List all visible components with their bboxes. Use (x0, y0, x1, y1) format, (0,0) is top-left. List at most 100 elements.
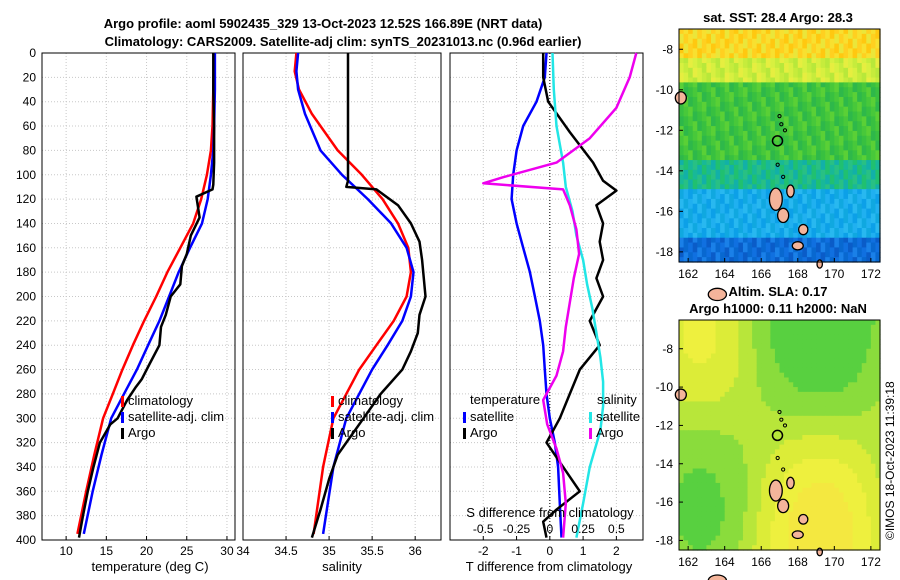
map-cell (756, 252, 762, 258)
s-tick-label: -0.5 (473, 522, 494, 536)
map-cell (683, 232, 689, 239)
map-cell (834, 387, 840, 393)
map-cell (843, 33, 849, 40)
map-cell (738, 492, 744, 498)
map-cell (788, 218, 794, 224)
map-cell (706, 535, 712, 542)
map-cell (843, 237, 849, 244)
map-cell (688, 77, 694, 83)
map-cell (866, 367, 872, 374)
map-cell (710, 329, 717, 335)
map-cell (701, 526, 708, 532)
map-cell (733, 478, 739, 484)
map-cell (738, 29, 744, 35)
map-cell (710, 242, 717, 249)
map-cell (852, 38, 858, 45)
map-cell (692, 223, 698, 229)
map-cell (720, 62, 726, 69)
map-cell (829, 174, 835, 181)
map-cell (820, 329, 826, 335)
map-cell (701, 53, 708, 59)
map-cell (843, 473, 849, 479)
map-cell (756, 218, 762, 224)
map-cell (706, 38, 712, 45)
map-cell (852, 516, 858, 522)
map-cell (811, 363, 817, 369)
map-cell (870, 506, 877, 513)
map-cell (779, 511, 785, 518)
map-cell (774, 348, 781, 355)
map-cell (742, 135, 749, 142)
map-cell (866, 237, 872, 244)
map-cell (875, 232, 881, 239)
map-cell (857, 53, 863, 59)
map-cell (806, 218, 813, 224)
map-cell (692, 343, 698, 350)
map-cell (770, 53, 776, 59)
map-cell (797, 478, 803, 484)
map-cell (715, 169, 721, 176)
map-cell (706, 521, 712, 527)
map-cell (715, 174, 721, 181)
map-cell (692, 33, 698, 40)
map-cell (848, 382, 854, 388)
map-cell (720, 130, 726, 137)
map-cell (770, 468, 776, 474)
map-cell (774, 77, 781, 83)
map-cell (784, 487, 790, 494)
map-cell (724, 382, 730, 388)
map-cell (793, 415, 799, 422)
map-cell (756, 458, 762, 465)
map-cell (802, 82, 808, 88)
map-cell (720, 126, 726, 132)
map-cell (747, 358, 753, 364)
map-cell (806, 324, 813, 331)
map-cell (720, 203, 726, 210)
map-cell (861, 223, 867, 229)
map-cell (829, 425, 835, 431)
map-cell (825, 257, 831, 263)
map-cell (756, 82, 762, 88)
map-cell (816, 343, 822, 350)
map-cell (747, 411, 753, 417)
map-cell (843, 411, 849, 417)
map-cell (811, 198, 817, 205)
map-cell (756, 401, 762, 407)
figure-title-line1: Argo profile: aoml 5902435_329 13-Oct-20… (104, 16, 543, 31)
map-cell (720, 101, 726, 108)
map-cell (738, 334, 744, 340)
map-cell (683, 478, 689, 484)
map-cell (866, 121, 872, 127)
map-cell (724, 218, 730, 224)
map-cell (756, 540, 762, 546)
map-cell (838, 160, 845, 166)
map-cell (825, 339, 831, 345)
map-cell (710, 189, 717, 195)
map-cell (838, 521, 845, 527)
map-cell (870, 242, 877, 249)
map-cell (811, 526, 817, 532)
x-tick-label: -1 (511, 544, 522, 558)
map-cell (866, 497, 872, 503)
map-cell (733, 387, 739, 393)
map-cell (770, 252, 776, 258)
map-cell (852, 218, 858, 224)
map-cell (838, 169, 845, 176)
map-cell (825, 155, 831, 161)
map-cell (752, 111, 758, 117)
map-cell (875, 339, 881, 345)
map-cell (793, 203, 799, 210)
map-cell (838, 140, 845, 147)
map-cell (729, 435, 735, 441)
map-cell (683, 358, 689, 364)
map-cell (784, 174, 790, 181)
map-cell (738, 53, 744, 59)
map-cell (724, 358, 730, 364)
map-cell (848, 72, 854, 79)
map-cell (765, 334, 771, 340)
map-cell (866, 228, 872, 234)
map-cell (788, 29, 794, 35)
y-tick-label: 320 (16, 436, 36, 450)
map-cell (720, 526, 726, 532)
map-cell (875, 145, 881, 151)
